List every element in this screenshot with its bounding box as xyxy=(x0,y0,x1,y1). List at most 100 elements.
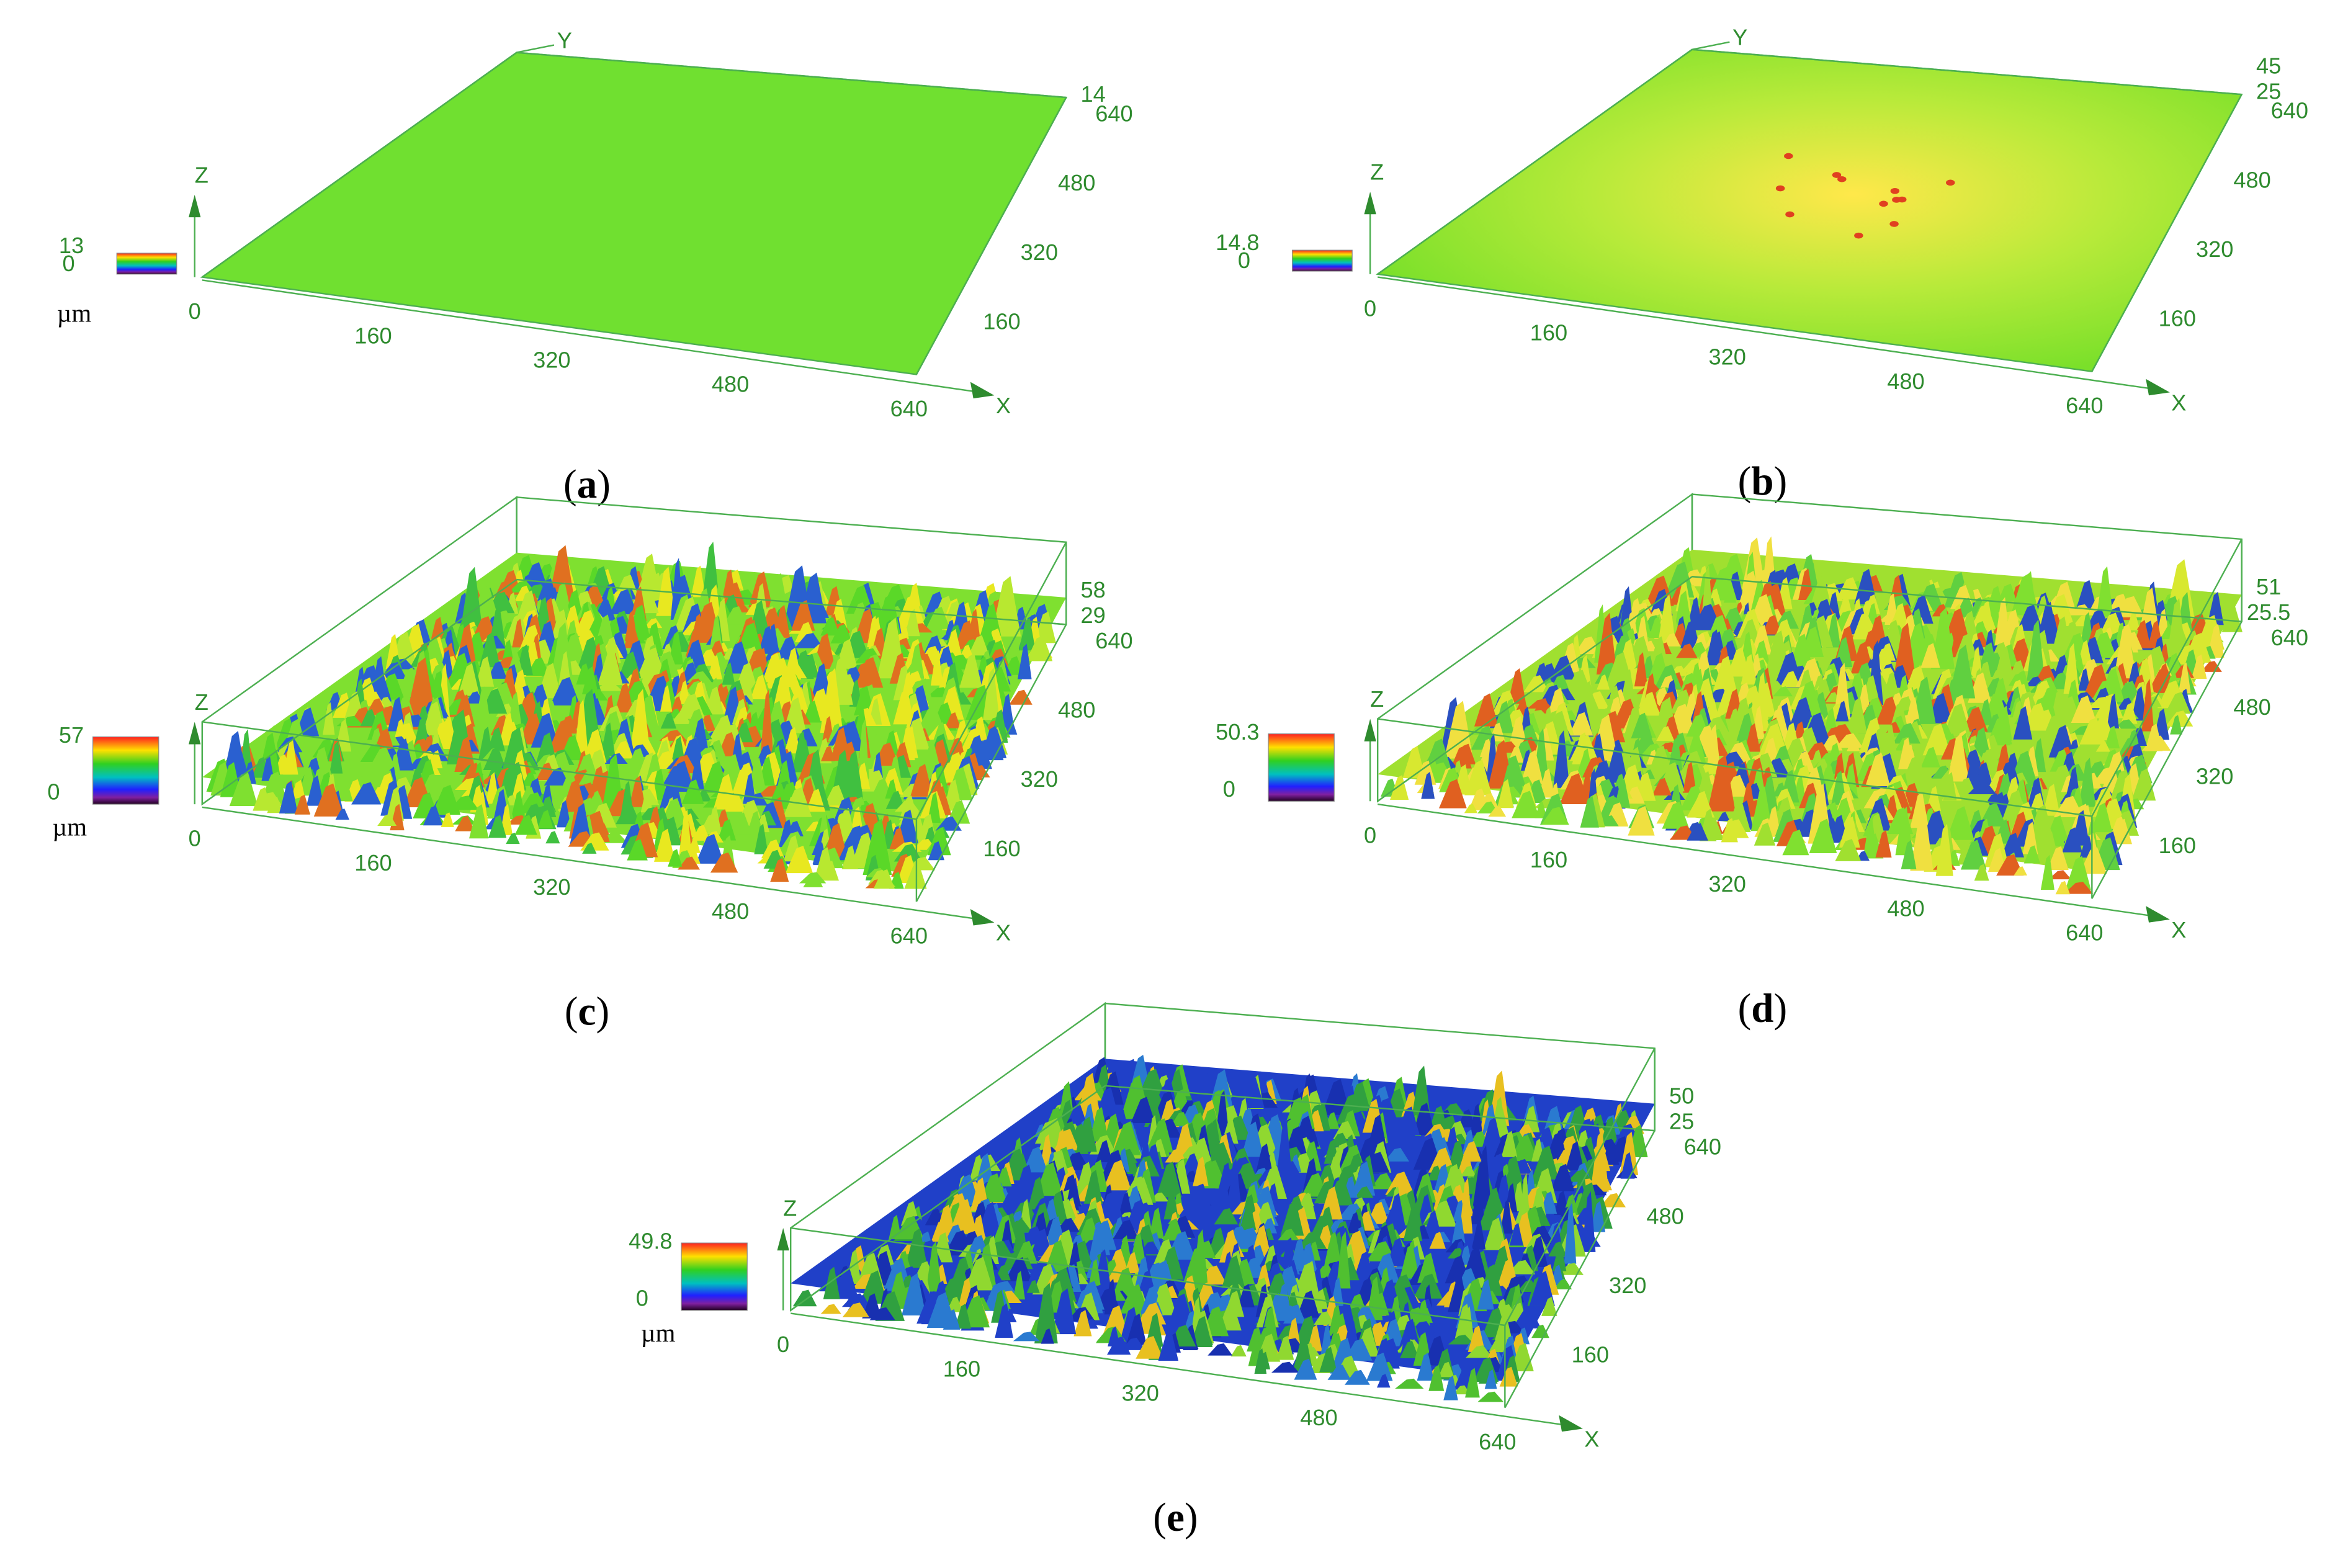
surface-spike xyxy=(1464,804,1478,813)
surface-spike xyxy=(1013,1164,1038,1201)
x-axis xyxy=(791,1312,1570,1427)
surface-spike xyxy=(1131,1096,1155,1123)
surface-spike xyxy=(1657,594,1676,644)
y-tick-label: 320 xyxy=(1021,766,1058,792)
surface-spike xyxy=(545,831,560,844)
surface-spike xyxy=(511,791,526,820)
surface-spike xyxy=(2096,566,2113,617)
surface-spike xyxy=(1005,1257,1033,1282)
surface-spike xyxy=(1680,620,1700,648)
surface-spike xyxy=(1412,1103,1435,1136)
surface-spike xyxy=(1705,629,1723,666)
surface-spike xyxy=(1403,1206,1423,1242)
color-scale xyxy=(1292,249,1353,272)
surface-spike xyxy=(1186,1183,1212,1211)
z-tick-label: 50 xyxy=(1669,1083,1694,1109)
surface-spike xyxy=(1168,1293,1193,1324)
surface-spike xyxy=(1754,822,1776,846)
surface-spot xyxy=(1832,172,1842,178)
surface-spike xyxy=(1500,1198,1513,1234)
surface-spike xyxy=(943,1309,961,1330)
surface-spike xyxy=(1920,643,1940,668)
back-axis xyxy=(516,578,1067,625)
surface-spike xyxy=(1865,753,1891,787)
surface-spike xyxy=(1782,829,1809,856)
y-axis-label: Y xyxy=(557,27,572,53)
x-tick-label: 480 xyxy=(1300,1405,1337,1430)
surface-spike xyxy=(465,691,484,704)
surface-spike xyxy=(863,818,892,876)
surface-spike xyxy=(1450,746,1472,769)
scale-max-label: 13 xyxy=(59,233,84,258)
z-arrow xyxy=(1364,719,1376,741)
surface-spike xyxy=(1076,1116,1097,1152)
y-tick-label: 320 xyxy=(2196,236,2233,262)
surface-spike xyxy=(728,812,752,835)
x-arrow xyxy=(2146,379,2170,396)
surface-spike xyxy=(1569,712,1593,736)
surface-spike xyxy=(2170,715,2182,735)
surface-spike xyxy=(1898,737,1914,769)
x-tick-label: 160 xyxy=(1530,320,1567,345)
surface-spike xyxy=(820,668,843,733)
x-tick-label: 160 xyxy=(354,323,392,348)
surface-spike xyxy=(2221,607,2243,632)
surface-spike xyxy=(1465,1345,1493,1358)
x-tick-label: 320 xyxy=(533,347,570,373)
y-tick-label: 480 xyxy=(2233,694,2270,720)
surface-spike xyxy=(784,727,801,754)
surface-spike xyxy=(2076,580,2097,610)
surface-spike xyxy=(1327,1364,1351,1380)
surface-spike xyxy=(754,823,768,854)
y-tick-label: 320 xyxy=(2196,763,2233,789)
surface-spike xyxy=(1836,577,1862,600)
surface-spike xyxy=(2052,616,2072,652)
surface-spike xyxy=(1706,724,1721,769)
surface-spike xyxy=(660,712,677,729)
surface-spike xyxy=(2131,686,2147,721)
surface-spike xyxy=(1631,712,1652,739)
y-tick-label: 480 xyxy=(1058,170,1095,195)
surface-spike xyxy=(1083,1170,1103,1204)
surface-spike xyxy=(1376,1374,1391,1388)
surface-spike xyxy=(1148,1207,1164,1239)
surface-spike xyxy=(1507,668,1526,704)
panel-caption: (b) xyxy=(1738,459,1788,504)
surface-spike xyxy=(279,781,298,813)
surface-spike xyxy=(594,681,622,691)
surface-spike xyxy=(537,810,553,829)
surface-spike xyxy=(1512,1308,1541,1328)
x-tick-label: 0 xyxy=(189,298,201,324)
panel-caption: (e) xyxy=(1153,1495,1198,1540)
surface-spike xyxy=(995,1303,1013,1338)
surface-spike xyxy=(1839,816,1860,848)
surface-spike xyxy=(1590,1130,1609,1192)
surface-spike xyxy=(1477,1391,1504,1402)
surface-spike xyxy=(1974,864,1989,881)
surface-spike xyxy=(1835,701,1849,722)
surface-spike xyxy=(616,804,641,825)
surface-spike xyxy=(1314,1311,1335,1325)
surface-spike xyxy=(1558,1263,1584,1275)
surface-spike xyxy=(1541,1297,1557,1316)
surface-spike xyxy=(2107,693,2119,728)
surface-spike xyxy=(1741,654,1757,685)
surface-spike xyxy=(2041,831,2058,856)
color-scale xyxy=(116,253,177,275)
surface-spike xyxy=(2079,717,2106,745)
surface-spike xyxy=(944,712,961,728)
surface-spike xyxy=(1600,1193,1626,1207)
y-tick-label: 640 xyxy=(1684,1134,1721,1160)
y-tick-label: 640 xyxy=(1095,628,1132,653)
color-scale xyxy=(92,736,159,805)
surface-spike xyxy=(1088,1258,1101,1286)
surface-spike xyxy=(1762,615,1782,635)
surface-spike xyxy=(2071,695,2097,723)
surface-spike xyxy=(1996,854,2024,876)
x-axis xyxy=(202,806,981,921)
surface-spike xyxy=(873,869,895,889)
surface-spike xyxy=(629,776,645,807)
surface-spike xyxy=(1481,1117,1503,1151)
surface-spike xyxy=(1278,1229,1299,1240)
surface-spike xyxy=(869,1307,895,1320)
